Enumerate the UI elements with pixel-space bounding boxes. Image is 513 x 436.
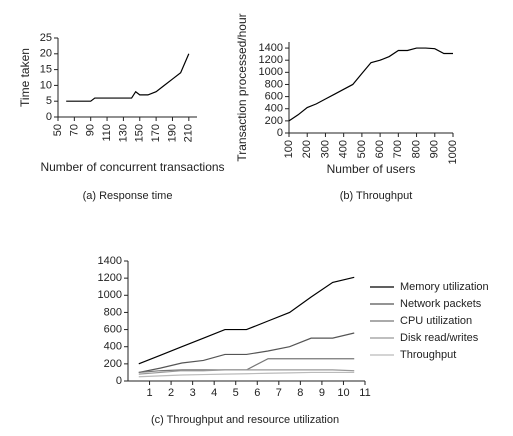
x-tick-label: 100 [283,140,295,158]
legend-label: Throughput [400,349,456,361]
y-tick-label: 1400 [98,255,122,267]
y-tick-label: 1200 [259,54,283,66]
legend-label: Network packets [400,298,482,310]
x-tick-label: 8 [297,387,303,399]
y-tick-label: 600 [265,91,283,103]
x-tick-label: 600 [374,140,386,158]
caption: (b) Throughput [340,190,413,202]
y-tick-label: 20 [40,48,52,60]
x-tick-label: 500 [356,140,368,158]
x-tick-label: 190 [166,124,178,142]
y-tick-label: 0 [277,127,283,139]
x-tick-label: 10 [337,387,349,399]
x-tick-label: 2 [168,387,174,399]
series-line [138,369,355,375]
caption: (a) Response time [83,190,173,202]
series-line [138,276,355,365]
y-tick-label: 600 [104,323,122,335]
x-axis-label: Number of users [327,162,416,176]
x-tick-label: 300 [319,140,331,158]
x-tick-label: 7 [276,387,282,399]
x-tick-label: 400 [338,140,350,158]
y-tick-label: 800 [104,306,122,318]
x-tick-label: 3 [190,387,196,399]
y-tick-label: 25 [40,32,52,44]
y-axis-label: Time taken [18,48,32,107]
legend-label: CPU utilization [400,315,472,327]
series-line [66,53,190,102]
y-tick-label: 10 [40,79,52,91]
y-tick-label: 0 [46,111,52,123]
x-tick-label: 1000 [447,140,459,164]
x-axis-label: Number of concurrent transactions [40,160,224,174]
y-tick-label: 200 [104,358,122,370]
x-tick-label: 170 [150,124,162,142]
y-tick-label: 1200 [98,272,122,284]
caption: (c) Throughput and resource utilization [151,414,339,426]
x-tick-label: 5 [233,387,239,399]
y-tick-label: 400 [265,103,283,115]
y-tick-label: 1000 [98,289,122,301]
legend-label: Memory utilization [400,281,489,293]
y-axis-label: Transaction processed/hour [235,13,249,161]
y-tick-label: 0 [116,375,122,387]
y-tick-label: 800 [265,78,283,90]
x-tick-label: 210 [183,124,195,142]
x-tick-label: 110 [101,124,113,142]
x-tick-label: 150 [134,124,146,142]
y-tick-label: 400 [104,341,122,353]
x-tick-label: 90 [85,124,97,136]
x-tick-label: 800 [410,140,422,158]
y-tick-label: 1000 [259,66,283,78]
x-tick-label: 1 [146,387,152,399]
y-tick-label: 5 [46,95,52,107]
x-tick-label: 50 [52,124,64,136]
x-tick-label: 4 [211,387,217,399]
series-line [138,371,355,378]
x-tick-label: 11 [359,387,370,399]
series-line [288,47,453,122]
y-tick-label: 1400 [259,42,283,54]
series-line [138,332,355,374]
x-tick-label: 6 [254,387,260,399]
x-tick-label: 200 [301,140,313,158]
x-tick-label: 900 [429,140,441,158]
legend-label: Disk read/writes [400,332,479,344]
y-tick-label: 200 [265,115,283,127]
x-tick-label: 700 [392,140,404,158]
x-tick-label: 9 [319,387,325,399]
x-tick-label: 70 [68,124,80,136]
x-tick-label: 130 [117,124,129,142]
y-tick-label: 15 [40,64,52,76]
